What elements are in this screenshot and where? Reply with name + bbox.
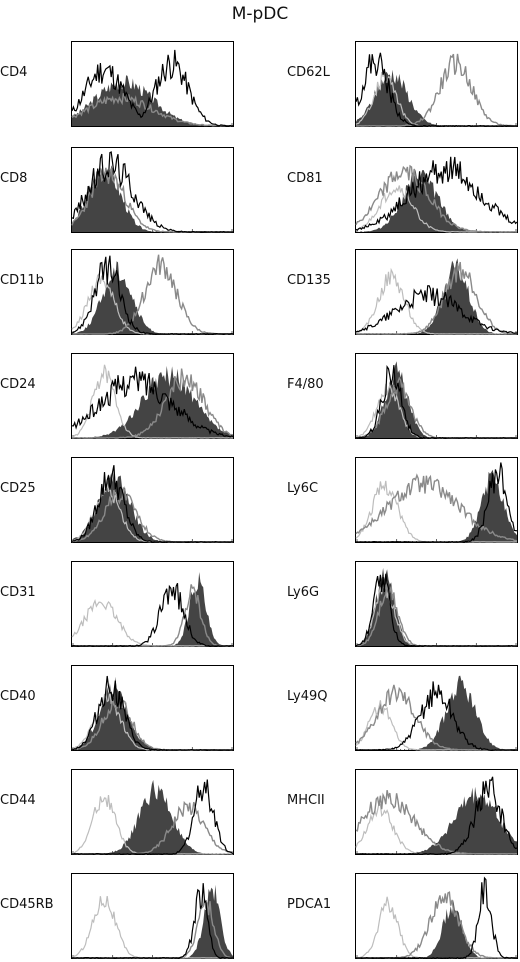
filled-histogram (72, 884, 233, 958)
filled-histogram (72, 165, 233, 232)
black-histogram-line (355, 681, 517, 751)
black-histogram-line (355, 285, 517, 334)
panel-label: CD31 (0, 585, 36, 600)
histogram-panel (71, 561, 234, 647)
black-histogram-line (72, 779, 234, 855)
panel-label: CD44 (0, 793, 36, 808)
panel-label: CD8 (0, 171, 28, 186)
panel-label: CD25 (0, 481, 36, 496)
panel-label: PDCA1 (287, 897, 332, 912)
histogram-panel (355, 561, 518, 647)
histogram-panel (71, 873, 234, 959)
black-histogram-line (71, 49, 234, 127)
histogram-panel (355, 353, 518, 439)
filled-histogram (72, 75, 233, 126)
panel-label: CD81 (287, 171, 323, 186)
filled-histogram (72, 572, 233, 646)
black-histogram-line (71, 151, 233, 233)
light-histogram-line (71, 364, 233, 439)
gray-histogram-line (355, 261, 518, 335)
panel-label: Ly49Q (287, 689, 328, 704)
panel-label: CD62L (287, 65, 330, 80)
panel-label: CD4 (0, 65, 28, 80)
black-histogram-line (71, 883, 234, 959)
black-histogram-line (355, 365, 517, 439)
panel-label: CD11b (0, 273, 44, 288)
gray-histogram-line (72, 368, 234, 439)
histogram-panel (71, 41, 234, 127)
gray-histogram-line (355, 53, 518, 127)
histogram-panel (355, 41, 518, 127)
histogram-panel (355, 769, 518, 855)
panel-label: CD24 (0, 377, 36, 392)
panel-label: Ly6C (287, 481, 319, 496)
panel-label: CD45RB (0, 897, 54, 912)
chart-title: M-pDC (231, 4, 289, 24)
histogram-panel (355, 665, 518, 751)
filled-histogram (356, 567, 517, 646)
histogram-panel (71, 353, 234, 439)
gray-histogram-line (355, 790, 517, 855)
black-histogram-line (71, 675, 234, 751)
filled-histogram (356, 469, 517, 542)
black-histogram-line (355, 462, 518, 543)
panel-label: CD135 (287, 273, 331, 288)
light-histogram-line (355, 267, 518, 335)
gray-histogram-line (71, 254, 234, 335)
black-histogram-line (355, 52, 518, 127)
histogram-panel (71, 769, 234, 855)
black-histogram-line (71, 582, 234, 647)
black-histogram-line (356, 876, 517, 959)
black-histogram-line (355, 156, 518, 231)
gray-histogram-line (72, 584, 233, 647)
filled-histogram (356, 69, 517, 126)
gray-histogram-line (355, 164, 517, 233)
histogram-panel (355, 249, 518, 335)
black-histogram-line (355, 573, 517, 647)
panel-label: F4/80 (287, 377, 324, 392)
filled-histogram (72, 469, 233, 542)
histogram-panel (71, 249, 234, 335)
filled-histogram (356, 169, 517, 232)
black-histogram-line (71, 366, 234, 438)
gray-histogram-line (71, 92, 234, 127)
filled-histogram (356, 675, 517, 750)
panel-label: MHCII (287, 793, 325, 808)
panel-label: CD40 (0, 689, 36, 704)
filled-histogram (72, 779, 233, 854)
panel-label: Ly6G (287, 585, 320, 600)
black-histogram-line (71, 465, 234, 543)
black-histogram-line (71, 255, 234, 335)
gray-histogram-line (355, 473, 518, 542)
filled-histogram (72, 365, 233, 438)
filled-histogram (356, 361, 517, 438)
filled-histogram (72, 676, 233, 750)
histogram-panel (355, 457, 518, 543)
histogram-panel (71, 665, 234, 751)
histogram-panel (355, 873, 518, 959)
filled-histogram (356, 258, 517, 334)
histogram-panel (71, 457, 234, 543)
black-histogram-line (356, 776, 518, 855)
histogram-panel (355, 147, 518, 233)
histogram-panel (71, 147, 234, 233)
filled-histogram (356, 899, 517, 958)
